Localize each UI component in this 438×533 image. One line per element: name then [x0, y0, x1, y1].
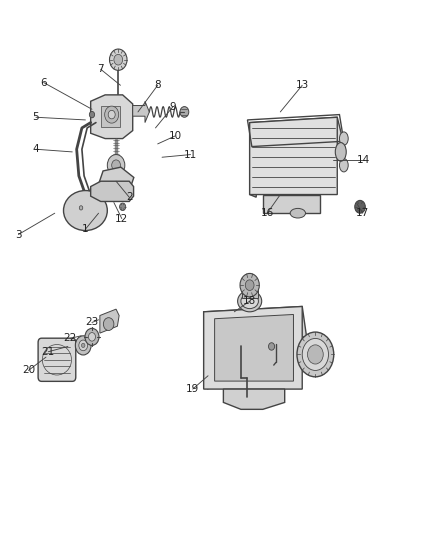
- Text: 17: 17: [356, 208, 369, 218]
- Text: 3: 3: [15, 230, 22, 239]
- Polygon shape: [204, 312, 208, 389]
- Text: 2: 2: [126, 192, 133, 202]
- Text: 14: 14: [357, 155, 370, 165]
- Bar: [242, 285, 258, 298]
- Text: 12: 12: [115, 214, 128, 223]
- Text: 9: 9: [170, 102, 177, 111]
- Ellipse shape: [339, 132, 348, 146]
- Polygon shape: [204, 306, 302, 389]
- Ellipse shape: [237, 290, 262, 312]
- FancyBboxPatch shape: [38, 338, 76, 382]
- Polygon shape: [215, 314, 293, 381]
- Circle shape: [307, 345, 323, 364]
- Circle shape: [112, 160, 120, 171]
- Text: 1: 1: [82, 224, 89, 234]
- Text: 5: 5: [32, 112, 39, 122]
- Circle shape: [302, 338, 328, 370]
- Circle shape: [120, 203, 126, 211]
- Circle shape: [88, 333, 95, 341]
- Circle shape: [107, 155, 125, 176]
- Text: 6: 6: [40, 78, 47, 87]
- Circle shape: [180, 107, 189, 117]
- Text: 7: 7: [97, 64, 104, 74]
- Ellipse shape: [79, 206, 83, 210]
- Circle shape: [75, 336, 91, 355]
- Text: 11: 11: [184, 150, 197, 159]
- Circle shape: [240, 273, 259, 297]
- Circle shape: [81, 343, 85, 348]
- Polygon shape: [204, 306, 307, 342]
- Text: 23: 23: [85, 318, 99, 327]
- Text: 4: 4: [32, 144, 39, 154]
- Circle shape: [114, 54, 123, 65]
- Circle shape: [110, 49, 127, 70]
- Text: 16: 16: [261, 208, 274, 218]
- Polygon shape: [133, 101, 149, 123]
- Text: 21: 21: [42, 347, 55, 357]
- Text: 10: 10: [169, 131, 182, 141]
- Polygon shape: [91, 181, 134, 201]
- Polygon shape: [250, 123, 256, 197]
- Polygon shape: [100, 309, 119, 333]
- Ellipse shape: [336, 143, 346, 161]
- Text: 8: 8: [154, 80, 161, 90]
- Ellipse shape: [339, 159, 348, 172]
- Polygon shape: [101, 106, 120, 127]
- Circle shape: [89, 111, 95, 118]
- Polygon shape: [263, 195, 320, 213]
- Polygon shape: [98, 167, 134, 195]
- Polygon shape: [250, 117, 337, 195]
- Circle shape: [79, 340, 88, 351]
- Ellipse shape: [241, 294, 258, 309]
- Circle shape: [103, 318, 114, 330]
- Polygon shape: [250, 117, 344, 149]
- Polygon shape: [223, 389, 285, 409]
- Text: 19: 19: [186, 384, 199, 394]
- Circle shape: [245, 280, 254, 290]
- Circle shape: [297, 332, 334, 377]
- Circle shape: [108, 110, 115, 119]
- Circle shape: [85, 328, 99, 345]
- Circle shape: [105, 106, 119, 123]
- Text: 13: 13: [296, 80, 309, 90]
- Ellipse shape: [290, 208, 306, 218]
- Text: 20: 20: [22, 366, 35, 375]
- Circle shape: [268, 343, 275, 350]
- Polygon shape: [91, 95, 133, 139]
- Text: 18: 18: [243, 296, 256, 306]
- Circle shape: [355, 200, 365, 213]
- Ellipse shape: [64, 191, 107, 231]
- Text: 22: 22: [64, 334, 77, 343]
